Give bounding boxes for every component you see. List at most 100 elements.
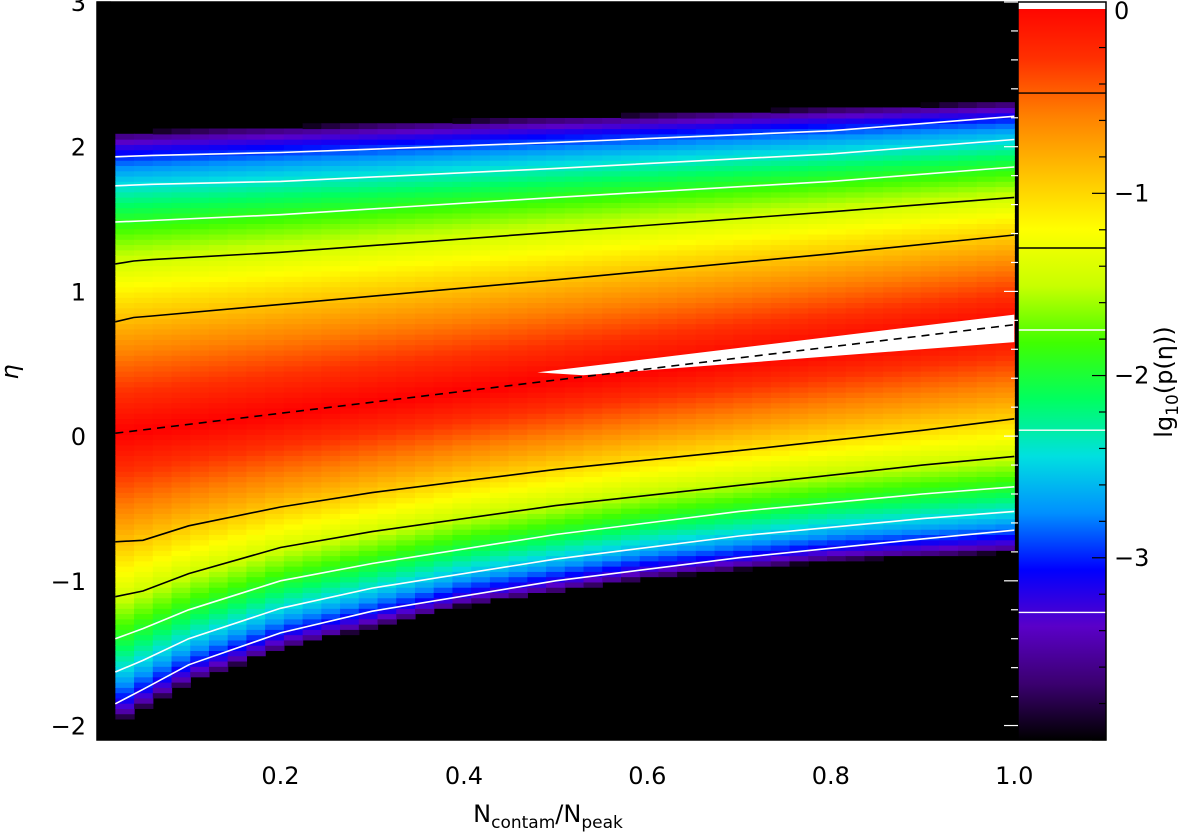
heatmap-cell [827, 539, 847, 546]
heatmap-cell [695, 434, 716, 441]
heatmap-cell [321, 223, 341, 230]
heatmap-cell [377, 613, 397, 620]
heatmap-cell [958, 265, 978, 272]
heatmap-cell [489, 508, 510, 514]
heatmap-cell [864, 376, 884, 383]
heatmap-cell [377, 508, 397, 514]
heatmap-cell [452, 428, 472, 435]
heatmap-cell [564, 133, 585, 140]
heatmap-cell [939, 465, 959, 472]
heatmap-cell [958, 465, 978, 472]
heatmap-cell [489, 313, 510, 319]
heatmap-cell [302, 486, 322, 493]
heatmap-cell [208, 439, 229, 446]
heatmap-cell [958, 276, 978, 282]
heatmap-cell [171, 349, 191, 356]
heatmap-cell [658, 492, 678, 499]
heatmap-cell [377, 428, 397, 435]
heatmap-cell [583, 181, 603, 188]
heatmap-cell [152, 170, 173, 177]
heatmap-cell [433, 460, 454, 467]
heatmap-cell [883, 186, 903, 193]
heatmap-cell [414, 497, 435, 504]
heatmap-cell [265, 624, 285, 630]
heatmap-cell [995, 128, 1015, 135]
heatmap-cell [658, 450, 678, 456]
heatmap-cell [546, 392, 566, 398]
heatmap-cell [171, 682, 191, 688]
heatmap-cell [283, 418, 304, 425]
heatmap-cell [152, 476, 173, 483]
heatmap-cell [583, 550, 603, 557]
heatmap-cell [770, 518, 791, 525]
heatmap-cell [134, 539, 154, 546]
heatmap-cell [340, 513, 360, 520]
heatmap-cell [227, 639, 248, 646]
heatmap-cell [695, 160, 716, 167]
heatmap-cell [752, 455, 772, 462]
heatmap-cell [358, 133, 379, 140]
heatmap-cell [489, 397, 510, 404]
heatmap-cell [208, 613, 229, 620]
heatmap-cell [396, 328, 416, 335]
heatmap-cell [789, 492, 809, 499]
heatmap-cell [358, 365, 379, 372]
heatmap-cell [864, 233, 884, 240]
heatmap-cell [115, 597, 135, 604]
heatmap-cell [939, 355, 959, 362]
heatmap-cell [433, 529, 454, 536]
x-title-slash: / [555, 800, 564, 828]
heatmap-cell [714, 170, 734, 177]
heatmap-cell [620, 307, 641, 314]
heatmap-cell [639, 513, 660, 520]
heatmap-cell [452, 144, 472, 151]
heatmap-cell [789, 544, 809, 551]
heatmap-cell [733, 555, 753, 562]
heatmap-cell [471, 265, 491, 272]
heatmap-cell [246, 349, 266, 356]
heatmap-cell [976, 365, 997, 372]
heatmap-cell [939, 365, 959, 372]
heatmap-cell [976, 149, 997, 156]
heatmap-cell [789, 139, 809, 145]
heatmap-cell [695, 386, 716, 393]
heatmap-cell [564, 165, 585, 172]
heatmap-cell [770, 128, 791, 135]
heatmap-cell [808, 518, 828, 525]
heatmap-cell [827, 455, 847, 462]
heatmap-cell [283, 318, 304, 325]
heatmap-cell [583, 560, 603, 567]
heatmap-cell [752, 339, 772, 346]
heatmap-cell [883, 471, 903, 478]
heatmap-cell [115, 581, 135, 588]
heatmap-cell [527, 218, 547, 224]
heatmap-cell [958, 307, 978, 314]
heatmap-cell [134, 523, 154, 530]
heatmap-cell [564, 386, 585, 393]
heatmap-cell [845, 407, 866, 414]
heatmap-cell [414, 608, 435, 615]
heatmap-cell [377, 349, 397, 356]
heatmap-cell [958, 539, 978, 546]
heatmap-cell [452, 117, 472, 124]
x-title-base: N [473, 800, 491, 828]
heatmap-cell [246, 260, 266, 267]
heatmap-cell [340, 397, 360, 404]
colorbar-tick-label: −3 [1114, 544, 1149, 572]
heatmap-cell [283, 223, 304, 230]
heatmap-cell [115, 486, 135, 493]
heatmap-cell [583, 476, 603, 483]
heatmap-cell [883, 302, 903, 309]
heatmap-cell [283, 334, 304, 340]
heatmap-cell [695, 233, 716, 240]
heatmap-cell [396, 544, 416, 551]
heatmap-cell [602, 576, 622, 583]
heatmap-cell [134, 481, 154, 488]
heatmap-cell [283, 139, 304, 145]
heatmap-cell [471, 197, 491, 203]
heatmap-cell [265, 492, 285, 499]
heatmap-cell [489, 413, 510, 420]
heatmap-cell [321, 355, 341, 362]
heatmap-cell [358, 197, 379, 203]
heatmap-cell [639, 386, 660, 393]
